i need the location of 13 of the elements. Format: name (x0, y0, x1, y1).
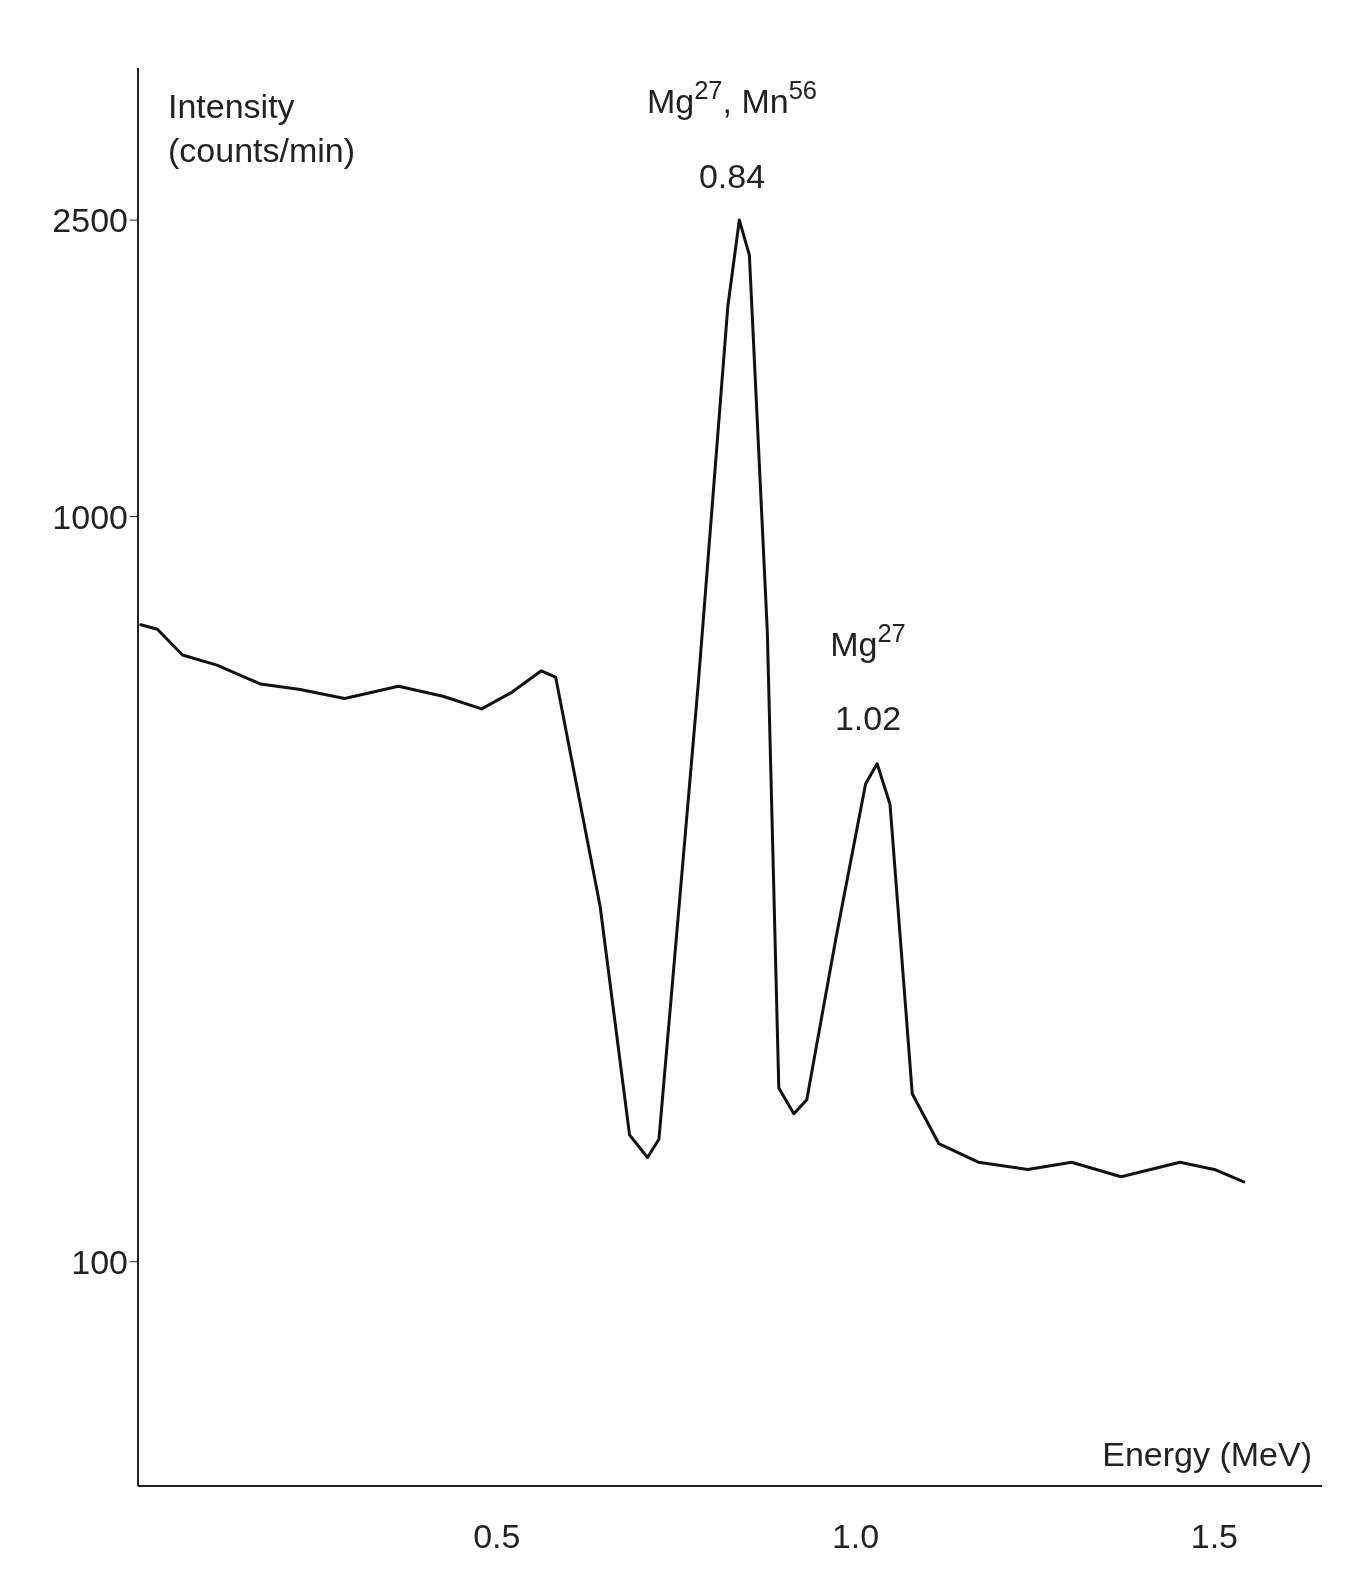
annotation: Mg$^{27}$ (830, 619, 906, 663)
x-tick-label: 1.0 (831, 1517, 880, 1556)
line-series (139, 218, 1246, 1184)
x-tick-label: 1.5 (1190, 1517, 1238, 1556)
y-tick-label: 2500 (52, 201, 128, 240)
annotation: Mg$^{27}$, Mn$^{56}$ (646, 76, 818, 120)
y-axis-title: Intensity (counts/min) (168, 87, 356, 169)
y-tick-label: 100 (71, 1242, 128, 1281)
y-tick-label: 1000 (52, 497, 128, 536)
annotation: 0.84 (698, 157, 766, 195)
x-axis-title: Energy (MeV) (1102, 1435, 1312, 1473)
annotation: 1.02 (834, 699, 902, 737)
x-tick-label: 0.5 (473, 1517, 521, 1556)
